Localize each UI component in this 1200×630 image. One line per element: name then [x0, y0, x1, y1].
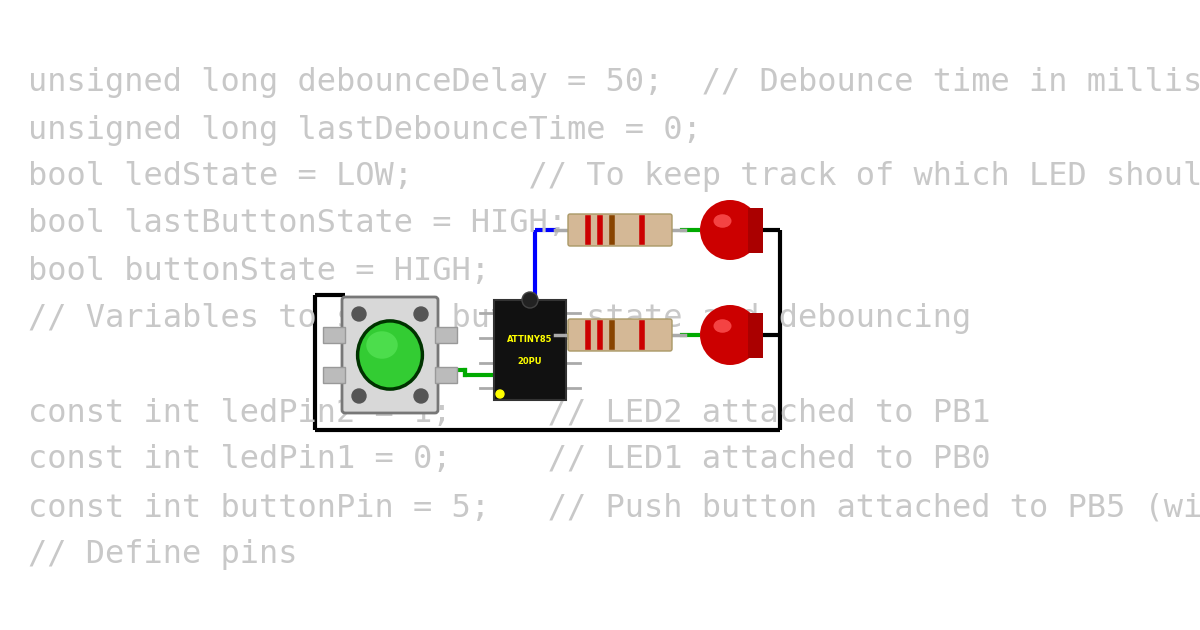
Circle shape: [496, 390, 504, 398]
FancyBboxPatch shape: [323, 327, 346, 343]
Text: const int ledPin2 = 1;     // LED2 attached to PB1: const int ledPin2 = 1; // LED2 attached …: [28, 398, 990, 428]
FancyBboxPatch shape: [342, 297, 438, 413]
FancyBboxPatch shape: [323, 367, 346, 383]
Ellipse shape: [358, 321, 422, 389]
Ellipse shape: [714, 319, 732, 333]
FancyBboxPatch shape: [568, 214, 672, 246]
Text: bool buttonState = HIGH;: bool buttonState = HIGH;: [28, 256, 490, 287]
Text: unsigned long lastDebounceTime = 0;: unsigned long lastDebounceTime = 0;: [28, 115, 702, 146]
Text: const int buttonPin = 5;   // Push button attached to PB5 (with ground conne: const int buttonPin = 5; // Push button …: [28, 493, 1200, 524]
FancyBboxPatch shape: [748, 207, 763, 253]
Circle shape: [414, 389, 428, 403]
Text: ATTINY85: ATTINY85: [508, 336, 553, 345]
Text: // Variables to store button state and debouncing: // Variables to store button state and d…: [28, 302, 971, 333]
FancyBboxPatch shape: [568, 319, 672, 351]
Circle shape: [414, 307, 428, 321]
FancyBboxPatch shape: [494, 300, 566, 400]
Ellipse shape: [714, 214, 732, 228]
Text: unsigned long debounceDelay = 50;  // Debounce time in milliseconds: unsigned long debounceDelay = 50; // Deb…: [28, 67, 1200, 98]
Text: 20PU: 20PU: [517, 357, 542, 367]
Circle shape: [352, 389, 366, 403]
FancyBboxPatch shape: [436, 367, 457, 383]
Text: // Define pins: // Define pins: [28, 539, 298, 571]
Circle shape: [700, 200, 760, 260]
Text: bool lastButtonState = HIGH;: bool lastButtonState = HIGH;: [28, 209, 568, 239]
Ellipse shape: [366, 331, 397, 358]
FancyBboxPatch shape: [436, 327, 457, 343]
Ellipse shape: [522, 292, 538, 308]
Circle shape: [352, 307, 366, 321]
Text: bool ledState = LOW;      // To keep track of which LED should turn on: bool ledState = LOW; // To keep track of…: [28, 161, 1200, 193]
Text: const int ledPin1 = 0;     // LED1 attached to PB0: const int ledPin1 = 0; // LED1 attached …: [28, 445, 990, 476]
Circle shape: [700, 305, 760, 365]
FancyBboxPatch shape: [748, 312, 763, 357]
